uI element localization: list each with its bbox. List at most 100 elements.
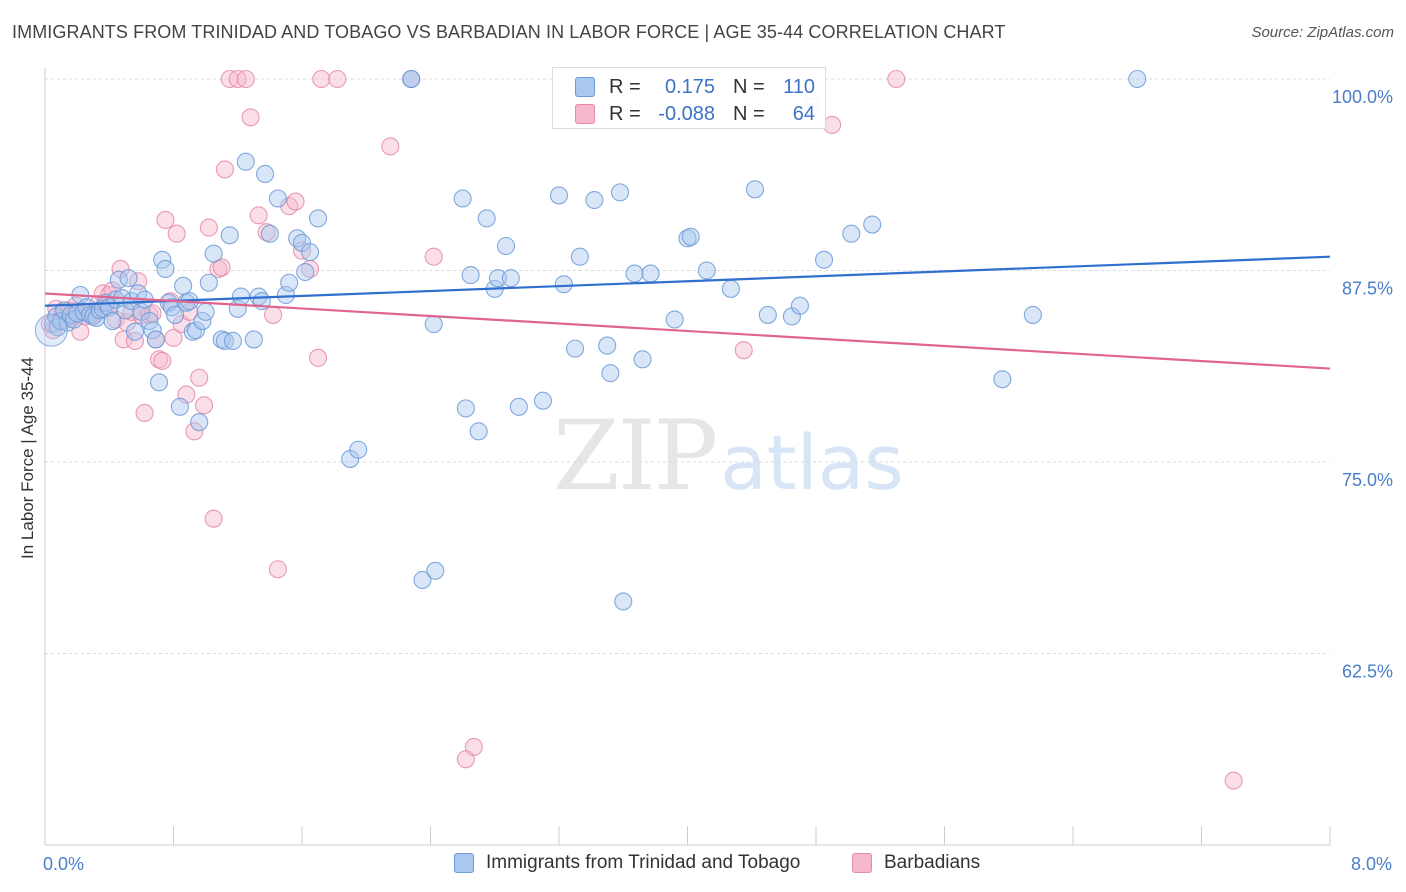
point-series1 [236, 152, 255, 171]
point-series1 [745, 180, 765, 199]
point-series1 [633, 350, 652, 369]
point-series1 [614, 592, 633, 611]
point-series1 [554, 275, 573, 294]
trend-line-series2 [44, 292, 1331, 370]
point-series2 [823, 115, 842, 135]
legend-label-series1: Immigrants from Trinidad and Tobago [486, 852, 801, 873]
point-series1 [156, 259, 175, 279]
point-series2 [887, 69, 906, 89]
point-series1 [863, 215, 882, 234]
y-tick-label: 87.5% [1342, 279, 1393, 299]
point-series1 [125, 322, 144, 341]
point-series1 [402, 69, 421, 89]
point-series2 [257, 223, 276, 242]
point-series1 [570, 247, 589, 266]
point-series1 [681, 227, 700, 246]
point-series1 [413, 570, 432, 590]
point-series1 [424, 315, 443, 334]
legend-swatch-series2 [852, 853, 872, 873]
point-series1 [166, 305, 185, 324]
y-tick-label: 62.5% [1342, 662, 1393, 682]
point-series2 [204, 509, 223, 528]
point-series2 [125, 331, 144, 351]
series1-swatch [575, 77, 595, 97]
point-series2 [236, 69, 255, 89]
point-series1 [842, 224, 861, 243]
point-series1 [426, 561, 445, 580]
stats-n-label: N = [733, 75, 765, 98]
point-series1 [186, 321, 206, 340]
point-series1 [174, 276, 193, 295]
point-series1 [456, 399, 475, 418]
point-series1 [758, 305, 777, 324]
point-series1 [665, 310, 684, 329]
x-tick-label: 8.0% [1351, 854, 1392, 874]
point-series1 [598, 336, 617, 355]
legend-swatch-series1 [454, 853, 474, 873]
point-series1 [146, 330, 165, 349]
point-series1 [170, 397, 189, 416]
point-series1 [220, 226, 239, 245]
legend-item-series2[interactable]: Barbadians [852, 852, 980, 874]
point-series2 [268, 560, 287, 579]
point-series2 [1224, 771, 1243, 790]
stats-row-series1: R = 0.175 N = 110 [575, 74, 815, 100]
point-series1 [204, 244, 223, 263]
point-series1 [488, 269, 508, 288]
point-series1 [199, 273, 218, 292]
point-series1 [501, 269, 520, 288]
stats-n-value: 64 [792, 102, 815, 125]
point-series2 [264, 305, 283, 324]
point-series1 [641, 264, 660, 283]
point-series1 [300, 243, 320, 262]
point-series1 [509, 397, 528, 416]
point-series1 [268, 189, 287, 208]
point-series1 [814, 250, 834, 269]
point-series1 [349, 440, 368, 459]
point-series1-cluster [34, 313, 68, 347]
point-series1 [697, 261, 716, 280]
point-series1 [721, 279, 740, 298]
point-series1 [496, 236, 516, 256]
point-series2 [190, 368, 209, 387]
point-series1 [585, 190, 604, 210]
point-series1 [790, 296, 809, 315]
point-series1 [461, 266, 480, 285]
point-series2 [149, 350, 169, 369]
point-series1 [610, 183, 630, 202]
legend-item-series1[interactable]: Immigrants from Trinidad and Tobago [454, 852, 800, 874]
point-series2 [328, 69, 347, 89]
point-series2 [167, 224, 186, 243]
point-series1 [103, 312, 122, 331]
y-tick-label: 75.0% [1342, 470, 1393, 490]
point-series1 [256, 164, 275, 184]
point-series2 [129, 272, 148, 291]
point-series1 [119, 269, 138, 288]
point-series1 [280, 273, 299, 292]
point-series2 [241, 108, 260, 127]
point-series2 [286, 192, 305, 211]
data-points [34, 69, 1243, 790]
point-series2 [381, 137, 400, 156]
point-series2 [212, 258, 231, 277]
point-series2 [312, 69, 331, 89]
point-series2 [164, 328, 183, 347]
point-series1 [190, 413, 209, 432]
trend-line-series1 [44, 255, 1331, 307]
point-series1 [678, 229, 697, 248]
point-series1 [196, 302, 215, 321]
point-series1 [244, 330, 263, 349]
y-tick-label: 100.0% [1332, 87, 1393, 107]
point-series2 [199, 218, 218, 237]
point-series2 [135, 403, 154, 423]
point-series2 [194, 396, 214, 415]
trend-lines [44, 255, 1331, 370]
stats-n-value: 110 [783, 75, 815, 98]
point-series2 [185, 422, 204, 441]
point-series1 [260, 224, 279, 243]
point-series1 [477, 209, 496, 228]
point-series2 [153, 351, 172, 370]
point-series1 [566, 339, 585, 358]
point-series1 [231, 287, 251, 306]
